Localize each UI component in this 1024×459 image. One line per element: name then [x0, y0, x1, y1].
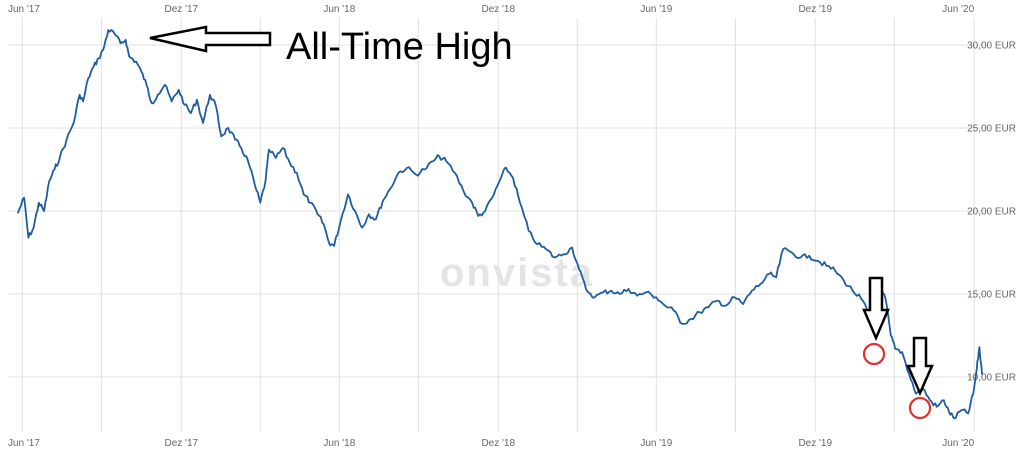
y-tick-label: 20,00 EUR [967, 207, 1016, 218]
arrow-down-icon [906, 336, 934, 397]
x-tick-label: Dez '19 [798, 438, 832, 449]
x-tick-label: Dez '17 [164, 4, 198, 15]
arrow-down-icon [862, 276, 890, 342]
x-tick-label: Jun '20 [942, 4, 974, 15]
x-tick-label: Jun '17 [8, 438, 40, 449]
y-tick-label: 15,00 EUR [967, 290, 1016, 301]
x-tick-label: Jun '19 [640, 438, 672, 449]
y-axis-labels: 10,00 EUR 15,00 EUR 20,00 EUR 25,00 EUR 30,0… [967, 41, 1016, 384]
series-line-price [17, 29, 983, 420]
x-tick-label: Jun '18 [323, 4, 355, 15]
highlight-circle-icon [908, 396, 932, 420]
watermark-onvista: onvista [440, 251, 594, 295]
arrow-left-icon [149, 25, 272, 53]
grid-lines [8, 18, 990, 432]
x-tick-label: Jun '20 [942, 438, 974, 449]
highlight-circle-icon [862, 342, 886, 366]
x-tick-label: Dez '19 [798, 4, 832, 15]
x-tick-label: Dez '18 [481, 438, 515, 449]
x-axis-labels-bottom: Jun '17 Dez '17 Jun '18 Dez '18 Jun '19 Dez '… [8, 438, 975, 449]
annotation-all-time-high: All-Time High [286, 26, 513, 68]
x-axis-labels-top: Jun '17 Dez '17 Jun '18 Dez '18 Jun '19 Dez '… [8, 4, 975, 15]
x-tick-label: Jun '18 [323, 438, 355, 449]
y-tick-label: 25,00 EUR [967, 124, 1016, 135]
y-tick-label: 30,00 EUR [967, 41, 1016, 52]
x-tick-label: Jun '19 [640, 4, 672, 15]
x-tick-label: Dez '18 [481, 4, 515, 15]
x-tick-label: Dez '17 [164, 438, 198, 449]
y-tick-label: 10,00 EUR [967, 373, 1016, 384]
x-tick-label: Jun '17 [8, 4, 40, 15]
